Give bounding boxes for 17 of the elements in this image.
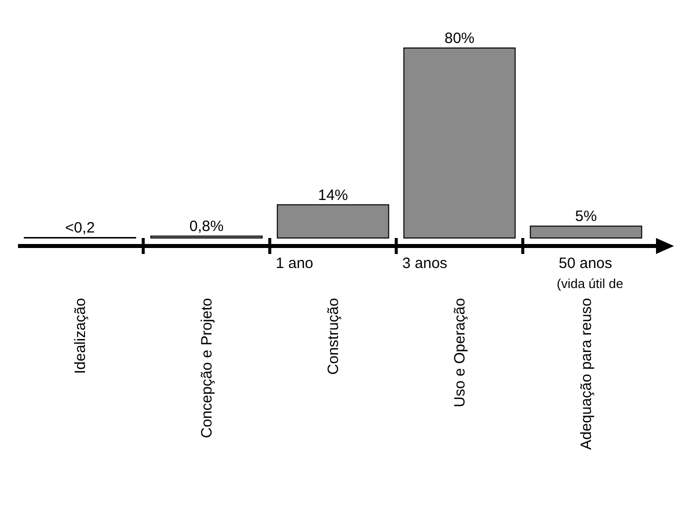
data-label: 80%: [444, 30, 475, 47]
x-tick-label: Idealização: [72, 298, 89, 374]
data-label: <0,2: [65, 220, 95, 237]
bar: [530, 226, 642, 238]
bar: [276, 204, 390, 238]
text: (vida útil de: [556, 276, 624, 291]
bar: [403, 48, 516, 238]
data-label: 14%: [318, 186, 348, 204]
text: 50 anos: [558, 255, 612, 272]
x-tick-label: Uso e Operação: [452, 298, 469, 408]
data-label: 5%: [575, 208, 597, 226]
text: 1 ano: [276, 255, 314, 272]
text: 3 anos: [402, 255, 448, 272]
x-tick-label: Concepção e Projeto: [198, 298, 216, 438]
x-tick-label: Construção: [325, 298, 342, 375]
data-label: 0,8%: [189, 218, 224, 236]
x-tick-label: Adequação para reuso: [578, 298, 596, 450]
